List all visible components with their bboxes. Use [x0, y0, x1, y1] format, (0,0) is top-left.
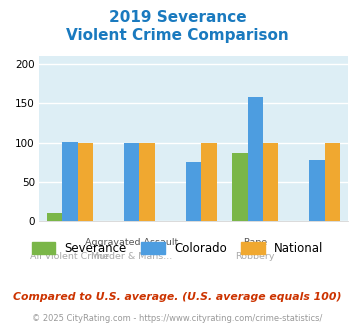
- Bar: [78, 143, 93, 221]
- Text: Rape: Rape: [243, 238, 267, 247]
- Bar: [186, 162, 201, 221]
- Text: 2019 Severance: 2019 Severance: [109, 10, 246, 25]
- Bar: [325, 143, 340, 221]
- Text: © 2025 CityRating.com - https://www.cityrating.com/crime-statistics/: © 2025 CityRating.com - https://www.city…: [32, 314, 323, 323]
- Legend: Severance, Colorado, National: Severance, Colorado, National: [27, 237, 328, 260]
- Bar: [309, 160, 325, 221]
- Bar: [47, 213, 62, 221]
- Text: Murder & Mans...: Murder & Mans...: [91, 252, 172, 261]
- Bar: [263, 143, 278, 221]
- Bar: [140, 143, 155, 221]
- Bar: [201, 143, 217, 221]
- Bar: [247, 97, 263, 221]
- Bar: [124, 143, 140, 221]
- Text: Violent Crime Comparison: Violent Crime Comparison: [66, 28, 289, 43]
- Text: All Violent Crime: All Violent Crime: [31, 252, 109, 261]
- Text: Aggravated Assault: Aggravated Assault: [85, 238, 178, 247]
- Bar: [62, 142, 78, 221]
- Text: Compared to U.S. average. (U.S. average equals 100): Compared to U.S. average. (U.S. average …: [13, 292, 342, 302]
- Text: Robbery: Robbery: [235, 252, 275, 261]
- Bar: [232, 153, 247, 221]
